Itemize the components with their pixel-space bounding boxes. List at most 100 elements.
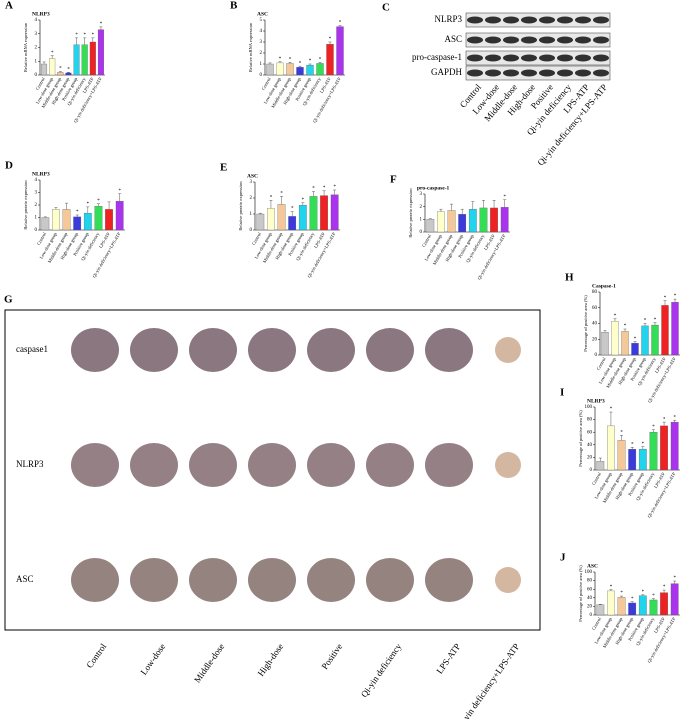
error-bar: [439, 208, 443, 212]
error-bar: [42, 61, 46, 64]
error-bar: [318, 62, 322, 64]
significance-mark: *: [664, 296, 667, 301]
y-tick-label: 20: [587, 456, 593, 461]
bar: [458, 214, 467, 233]
bar: [661, 305, 669, 356]
blot-band: [467, 69, 483, 77]
bar: [65, 72, 72, 76]
significance-mark: *: [75, 33, 78, 38]
blot-band: [521, 16, 537, 24]
panel-label: B: [230, 0, 238, 12]
significance-mark: *: [620, 591, 623, 596]
blot-band: [593, 16, 609, 24]
y-tick-label: 3: [420, 192, 423, 197]
significance-mark: *: [652, 594, 655, 599]
y-tick-label: 40: [592, 322, 598, 327]
y-tick-label: 0: [35, 73, 38, 78]
tissue-frame: [4, 309, 541, 631]
blot-strip: [465, 12, 611, 28]
tissue-section: [71, 328, 119, 372]
blot-band: [557, 69, 573, 77]
bar: [479, 207, 488, 233]
x-tick-label: Control: [591, 616, 603, 631]
bar: [256, 213, 265, 231]
significance-mark: *: [100, 22, 103, 27]
y-tick-label: 0: [595, 353, 598, 358]
bar: [607, 425, 615, 471]
significance-mark: *: [289, 57, 292, 62]
bar: [320, 195, 328, 231]
y-axis-label: Percentage of positive area (%): [583, 295, 588, 352]
y-axis-label: Relative mRNA expression: [248, 22, 253, 72]
bar: [490, 207, 498, 233]
bar: [437, 211, 445, 233]
blot-band: [557, 54, 573, 62]
bar: [266, 63, 274, 76]
significance-mark: *: [302, 198, 305, 203]
chart-title: NLRP3: [32, 11, 50, 17]
bar: [596, 461, 605, 471]
blot-strip: [465, 32, 611, 48]
significance-mark: *: [51, 51, 54, 56]
y-tick-label: 1: [35, 59, 38, 64]
significance-mark: *: [642, 442, 645, 447]
tissue-section: [189, 558, 237, 602]
error-bar: [333, 189, 337, 195]
error-bar: [603, 330, 607, 333]
blot-band: [521, 54, 537, 62]
tissue-section: [130, 328, 178, 372]
significance-mark: *: [631, 442, 634, 447]
error-bar: [86, 206, 90, 214]
significance-mark: *: [270, 196, 273, 201]
bar: [41, 63, 48, 76]
y-axis-label: Relative mRNA expression: [23, 22, 28, 72]
error-bar: [641, 594, 645, 596]
bar: [41, 217, 50, 231]
blot-row-label: GAPDH: [431, 67, 463, 77]
error-bar: [460, 208, 464, 215]
blot-band: [485, 16, 501, 24]
panel-label: G: [4, 294, 13, 306]
bar: [89, 41, 96, 76]
y-tick-label: 80: [592, 290, 598, 295]
error-bar: [290, 211, 294, 217]
blot-band: [503, 16, 519, 24]
blot-strip: [465, 50, 611, 66]
error-bar: [673, 419, 677, 423]
bar: [426, 219, 435, 233]
y-tick-label: 4: [260, 29, 263, 34]
error-bar: [471, 201, 475, 210]
y-tick-label: 2: [250, 196, 253, 201]
error-bar: [50, 55, 54, 59]
y-tick-label: 20: [592, 337, 598, 342]
bar: [288, 216, 297, 231]
significance-mark: *: [87, 202, 90, 207]
blot-band: [521, 36, 537, 44]
blot-band: [521, 69, 537, 77]
tissue-section: [130, 558, 178, 602]
error-bar: [450, 203, 454, 211]
error-bar: [643, 323, 647, 326]
significance-mark: *: [620, 430, 623, 435]
tissue-section: [248, 443, 296, 487]
tissue-section: [366, 558, 414, 602]
tissue-column-label: Qi-yin deficiency+LPS-ATP: [454, 642, 521, 719]
bar: [330, 194, 339, 231]
panel-label: C: [382, 2, 390, 14]
y-tick-label: 3: [250, 180, 253, 185]
bar: [447, 210, 456, 233]
tissue-section: [495, 337, 521, 363]
blot-band: [467, 16, 483, 24]
significance-mark: *: [634, 337, 637, 342]
error-bar: [66, 72, 70, 73]
error-bar: [311, 191, 315, 197]
y-tick-label: 20: [587, 605, 593, 610]
y-axis-label: Relative protein expression: [23, 180, 28, 230]
significance-mark: *: [673, 576, 676, 581]
blot-band: [503, 69, 519, 77]
y-tick-label: 40: [587, 596, 593, 601]
error-bar: [653, 322, 657, 326]
error-bar: [620, 595, 624, 598]
bar: [671, 302, 679, 356]
